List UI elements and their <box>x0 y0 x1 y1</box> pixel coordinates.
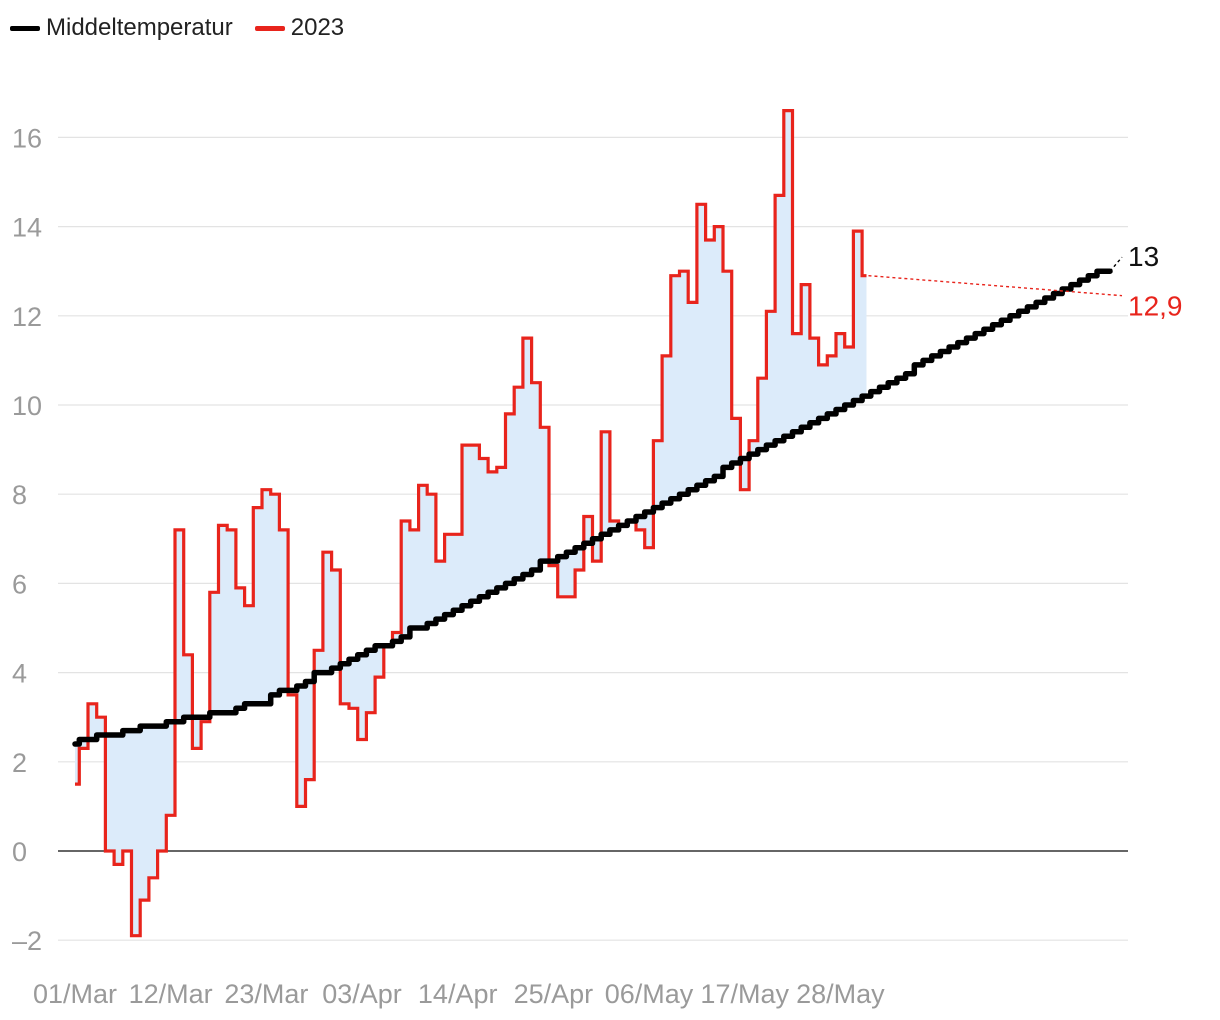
x-tick-label: 17/May <box>700 979 789 1009</box>
y-tick-label: 0 <box>12 837 27 867</box>
x-tick-label: 06/May <box>605 979 694 1009</box>
y-tick-label: 16 <box>12 123 42 153</box>
end-label-normal: 13 <box>1128 241 1159 272</box>
end-label-2023: 12,9 <box>1128 291 1183 322</box>
x-tick-label: 14/Apr <box>418 979 498 1009</box>
end-leader-normal <box>1109 256 1123 272</box>
x-tick-label: 01/Mar <box>33 979 117 1009</box>
legend-label-2023: 2023 <box>290 14 345 41</box>
x-tick-label: 12/Mar <box>129 979 213 1009</box>
y-tick-label: 8 <box>12 480 27 510</box>
x-tick-label: 28/May <box>796 979 885 1009</box>
legend-label-normal: Middeltemperatur <box>46 14 233 41</box>
series-line-2023 <box>75 109 867 938</box>
deviation-fill <box>75 110 867 936</box>
y-tick-label: 14 <box>12 213 42 243</box>
series-lines <box>72 109 1113 938</box>
legend-item-2023: 2023 <box>254 14 345 42</box>
end-leader-2023 <box>868 274 1123 297</box>
y-tick-label: 10 <box>12 391 42 421</box>
x-tick-label: 23/Mar <box>224 979 308 1009</box>
fill-between <box>75 110 867 936</box>
legend-swatch-normal <box>10 25 40 31</box>
legend: Middeltemperatur 2023 <box>10 14 366 42</box>
axis-labels: –2 0 2 4 6 8 10 12 14 16 01/Mar 12/Mar 23/Mar 03/Apr 1… <box>12 123 1183 1009</box>
legend-item-normal: Middeltemperatur <box>10 14 233 42</box>
series-line-middeltemperatur <box>72 268 1113 747</box>
x-tick-label: 25/Apr <box>514 979 594 1009</box>
y-tick-label: 4 <box>12 659 27 689</box>
x-tick-label: 03/Apr <box>322 979 402 1009</box>
y-tick-label: 6 <box>12 569 27 599</box>
y-tick-label: 2 <box>12 748 27 778</box>
legend-swatch-2023 <box>254 25 285 31</box>
y-tick-label: 12 <box>12 302 42 332</box>
y-tick-label: –2 <box>12 926 42 956</box>
